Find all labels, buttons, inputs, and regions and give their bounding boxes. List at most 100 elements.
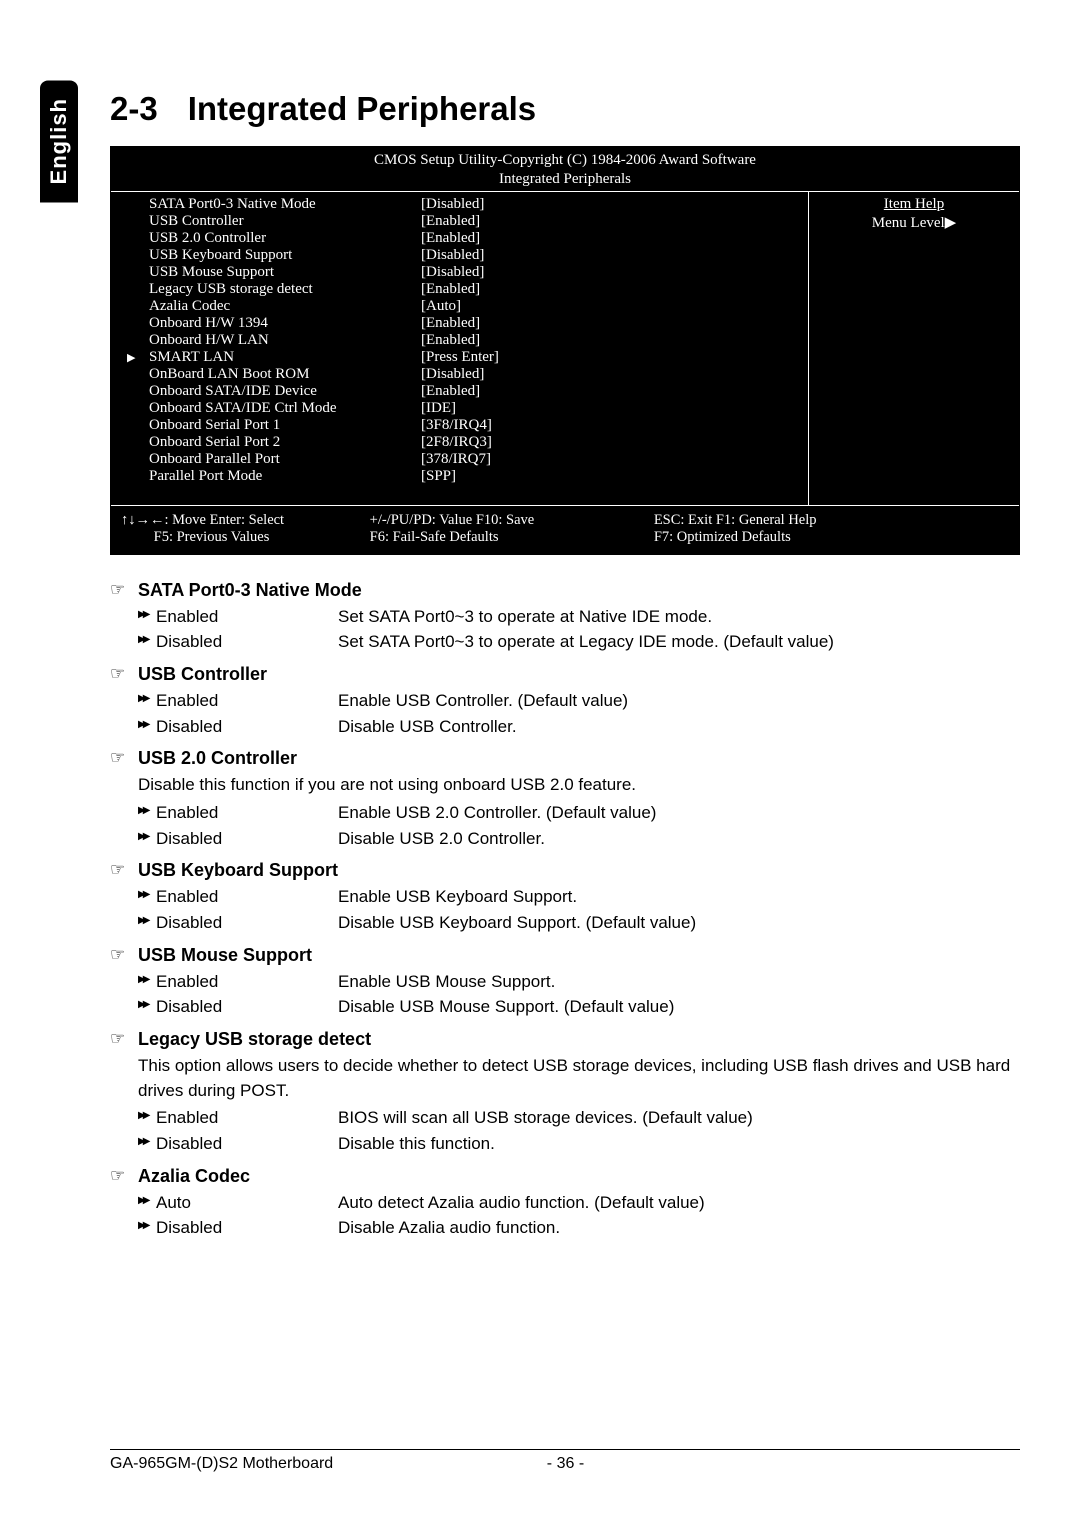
footer-page-number: - 36 - bbox=[547, 1455, 638, 1473]
bios-setting-value: [Enabled] bbox=[421, 213, 798, 230]
bios-key-hint: +/-/PU/PD: Value F10: Save bbox=[370, 512, 654, 529]
bios-setting-value: [Enabled] bbox=[421, 230, 798, 247]
bios-setting-row: Legacy USB storage detect[Enabled] bbox=[121, 281, 798, 298]
page-content: 2-3Integrated Peripherals CMOS Setup Uti… bbox=[110, 90, 1020, 1247]
bios-setting-value: [Disabled] bbox=[421, 264, 798, 281]
option-label: Enabled bbox=[138, 970, 338, 995]
doc-section-title: USB Keyboard Support bbox=[138, 857, 1020, 883]
bios-setting-name: Parallel Port Mode bbox=[121, 468, 421, 485]
option-row: DisabledDisable Azalia audio function. bbox=[138, 1216, 1020, 1241]
bios-setting-row: Onboard H/W LAN[Enabled] bbox=[121, 332, 798, 349]
option-row: DisabledDisable USB Mouse Support. (Defa… bbox=[138, 995, 1020, 1020]
bios-setting-name: USB Mouse Support bbox=[121, 264, 421, 281]
bios-setting-name: Onboard H/W 1394 bbox=[121, 315, 421, 332]
bios-setting-row: USB Keyboard Support[Disabled] bbox=[121, 247, 798, 264]
option-label: Disabled bbox=[138, 1132, 338, 1157]
option-desc: Enable USB Controller. (Default value) bbox=[338, 689, 1020, 714]
doc-section: USB Mouse SupportEnabledEnable USB Mouse… bbox=[110, 942, 1020, 1020]
bios-setting-name: SATA Port0-3 Native Mode bbox=[121, 196, 421, 213]
bios-footer-keys: ↑↓→←: Move Enter: Select +/-/PU/PD: Valu… bbox=[111, 505, 1019, 554]
option-desc: Auto detect Azalia audio function. (Defa… bbox=[338, 1191, 1020, 1216]
bios-setting-value: [3F8/IRQ4] bbox=[421, 417, 798, 434]
documentation-body: SATA Port0-3 Native ModeEnabledSet SATA … bbox=[110, 577, 1020, 1242]
option-label: Disabled bbox=[138, 995, 338, 1020]
option-row: EnabledSet SATA Port0~3 to operate at Na… bbox=[138, 605, 1020, 630]
option-desc: Set SATA Port0~3 to operate at Legacy ID… bbox=[338, 630, 1020, 655]
bios-setting-row: OnBoard LAN Boot ROM[Disabled] bbox=[121, 366, 798, 383]
bios-setting-value: [Enabled] bbox=[421, 281, 798, 298]
doc-section: Azalia CodecAutoAuto detect Azalia audio… bbox=[110, 1163, 1020, 1241]
option-label: Disabled bbox=[138, 1216, 338, 1241]
option-desc: Set SATA Port0~3 to operate at Native ID… bbox=[338, 605, 1020, 630]
bios-setting-row: SATA Port0-3 Native Mode[Disabled] bbox=[121, 196, 798, 213]
bios-key-hint: F5: Previous Values bbox=[121, 529, 370, 546]
bios-setting-value: [2F8/IRQ3] bbox=[421, 434, 798, 451]
bios-settings-list: SATA Port0-3 Native Mode[Disabled]USB Co… bbox=[111, 191, 809, 505]
bios-setting-row: USB Mouse Support[Disabled] bbox=[121, 264, 798, 281]
bios-setting-name: Onboard H/W LAN bbox=[121, 332, 421, 349]
option-row: DisabledDisable USB Controller. bbox=[138, 715, 1020, 740]
doc-section-desc: Disable this function if you are not usi… bbox=[138, 773, 1020, 798]
option-label: Disabled bbox=[138, 827, 338, 852]
option-label: Enabled bbox=[138, 689, 338, 714]
menu-level-label: Menu Level▶ bbox=[819, 213, 1009, 232]
bios-setting-row: USB 2.0 Controller[Enabled] bbox=[121, 230, 798, 247]
option-label: Disabled bbox=[138, 630, 338, 655]
option-label: Disabled bbox=[138, 911, 338, 936]
option-label: Enabled bbox=[138, 885, 338, 910]
bios-setting-value: [Press Enter] bbox=[421, 349, 798, 366]
page-footer: GA-965GM-(D)S2 Motherboard - 36 - bbox=[110, 1449, 1020, 1473]
bios-setting-row: Onboard SATA/IDE Device[Enabled] bbox=[121, 383, 798, 400]
option-desc: BIOS will scan all USB storage devices. … bbox=[338, 1106, 1020, 1131]
option-row: DisabledSet SATA Port0~3 to operate at L… bbox=[138, 630, 1020, 655]
option-row: EnabledBIOS will scan all USB storage de… bbox=[138, 1106, 1020, 1131]
bios-setting-value: [378/IRQ7] bbox=[421, 451, 798, 468]
option-label: Enabled bbox=[138, 801, 338, 826]
bios-setting-value: [IDE] bbox=[421, 400, 798, 417]
option-desc: Disable USB 2.0 Controller. bbox=[338, 827, 1020, 852]
bios-setting-name: USB Keyboard Support bbox=[121, 247, 421, 264]
bios-setting-row: Onboard Serial Port 1[3F8/IRQ4] bbox=[121, 417, 798, 434]
bios-help-panel: Item Help Menu Level▶ bbox=[809, 191, 1019, 505]
option-row: DisabledDisable USB Keyboard Support. (D… bbox=[138, 911, 1020, 936]
option-desc: Disable this function. bbox=[338, 1132, 1020, 1157]
bios-header-line2: Integrated Peripherals bbox=[111, 170, 1019, 189]
doc-section: Legacy USB storage detectThis option all… bbox=[110, 1026, 1020, 1157]
option-desc: Enable USB Keyboard Support. bbox=[338, 885, 1020, 910]
bios-setting-name: SMART LAN bbox=[121, 349, 421, 366]
option-desc: Disable Azalia audio function. bbox=[338, 1216, 1020, 1241]
doc-section: USB ControllerEnabledEnable USB Controll… bbox=[110, 661, 1020, 739]
option-label: Disabled bbox=[138, 715, 338, 740]
bios-key-hint: ↑↓→←: Move Enter: Select bbox=[121, 512, 370, 529]
option-desc: Disable USB Controller. bbox=[338, 715, 1020, 740]
bios-setting-name: Onboard SATA/IDE Ctrl Mode bbox=[121, 400, 421, 417]
option-label: Enabled bbox=[138, 1106, 338, 1131]
option-label: Auto bbox=[138, 1191, 338, 1216]
doc-section-title: USB 2.0 Controller bbox=[138, 745, 1020, 771]
option-row: EnabledEnable USB 2.0 Controller. (Defau… bbox=[138, 801, 1020, 826]
bios-header-line1: CMOS Setup Utility-Copyright (C) 1984-20… bbox=[111, 151, 1019, 170]
option-row: EnabledEnable USB Mouse Support. bbox=[138, 970, 1020, 995]
bios-setting-row: Onboard SATA/IDE Ctrl Mode[IDE] bbox=[121, 400, 798, 417]
bios-header: CMOS Setup Utility-Copyright (C) 1984-20… bbox=[111, 147, 1019, 191]
bios-setting-row: Onboard Serial Port 2[2F8/IRQ3] bbox=[121, 434, 798, 451]
section-heading: 2-3Integrated Peripherals bbox=[110, 90, 1020, 128]
bios-key-hint: F6: Fail-Safe Defaults bbox=[370, 529, 654, 546]
bios-setting-name: Onboard Serial Port 1 bbox=[121, 417, 421, 434]
bios-setting-name: Onboard Serial Port 2 bbox=[121, 434, 421, 451]
bios-setting-value: [Enabled] bbox=[421, 315, 798, 332]
bios-setting-name: Onboard Parallel Port bbox=[121, 451, 421, 468]
doc-section-title: SATA Port0-3 Native Mode bbox=[138, 577, 1020, 603]
bios-setting-row: Azalia Codec[Auto] bbox=[121, 298, 798, 315]
doc-section: SATA Port0-3 Native ModeEnabledSet SATA … bbox=[110, 577, 1020, 655]
doc-section-desc: This option allows users to decide wheth… bbox=[138, 1054, 1020, 1103]
bios-setting-value: [Enabled] bbox=[421, 332, 798, 349]
option-desc: Disable USB Keyboard Support. (Default v… bbox=[338, 911, 1020, 936]
bios-setting-row: SMART LAN[Press Enter] bbox=[121, 349, 798, 366]
bios-key-hint: F7: Optimized Defaults bbox=[654, 529, 1009, 546]
bios-setting-name: USB Controller bbox=[121, 213, 421, 230]
bios-setting-name: USB 2.0 Controller bbox=[121, 230, 421, 247]
doc-section: USB 2.0 ControllerDisable this function … bbox=[110, 745, 1020, 851]
bios-setting-row: Parallel Port Mode[SPP] bbox=[121, 468, 798, 485]
bios-setting-value: [Auto] bbox=[421, 298, 798, 315]
